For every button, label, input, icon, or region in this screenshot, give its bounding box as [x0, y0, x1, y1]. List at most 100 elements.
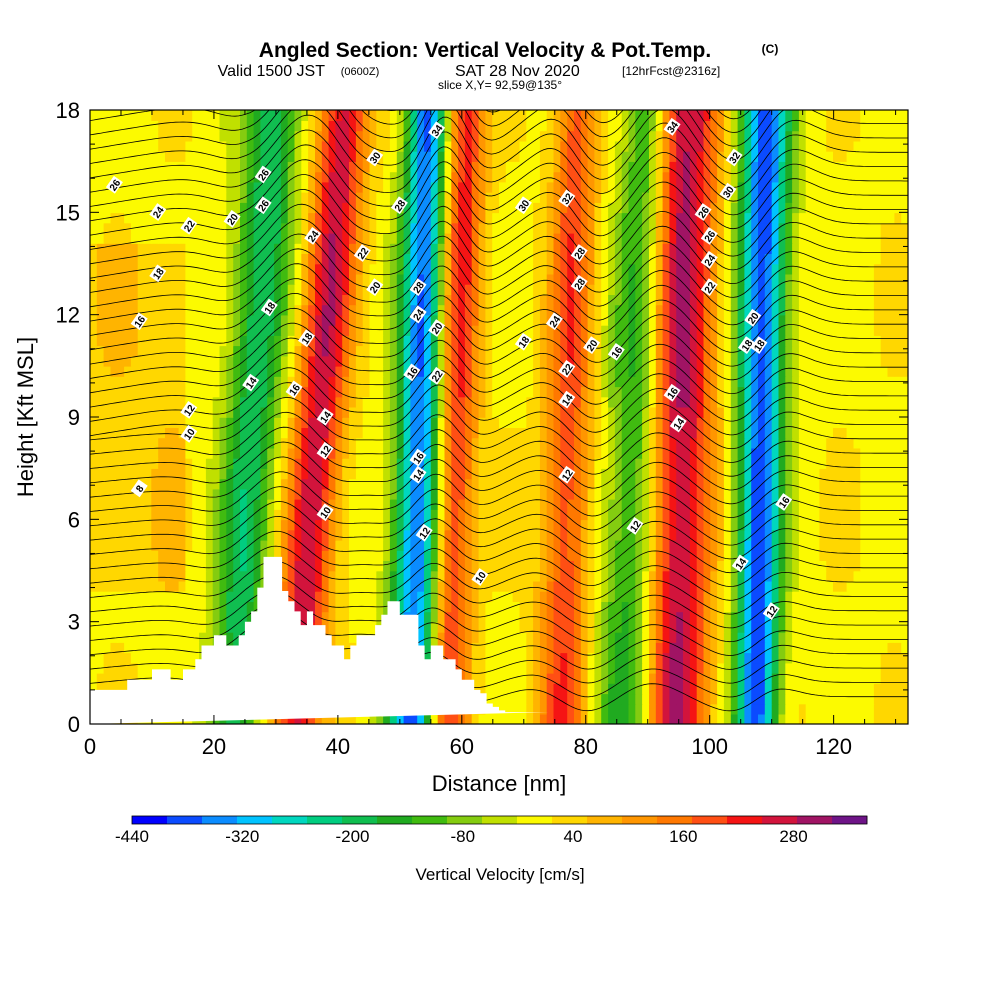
velocity-cell [512, 631, 521, 643]
velocity-cell [274, 417, 282, 428]
velocity-cell [655, 693, 664, 705]
velocity-cell [533, 601, 541, 613]
velocity-cell [389, 498, 398, 510]
velocity-cell [608, 652, 616, 664]
velocity-cell [130, 539, 139, 551]
velocity-cell [376, 324, 384, 336]
velocity-cell [621, 406, 630, 418]
velocity-cell [315, 355, 323, 367]
velocity-cell [444, 406, 453, 418]
velocity-cell [103, 498, 112, 510]
velocity-cell [621, 437, 630, 449]
velocity-cell [737, 672, 746, 684]
velocity-cell [683, 570, 691, 582]
velocity-cell [908, 386, 916, 397]
velocity-cell [601, 631, 609, 643]
velocity-cell [308, 509, 316, 521]
velocity-cell [90, 642, 98, 654]
velocity-cell [103, 314, 112, 326]
velocity-cell [212, 314, 221, 326]
velocity-cell [539, 672, 548, 684]
velocity-cell [199, 427, 207, 439]
velocity-cell [342, 713, 350, 724]
velocity-cell [178, 386, 187, 398]
velocity-cell [464, 560, 473, 572]
velocity-cell [396, 386, 405, 398]
velocity-cell [778, 591, 787, 602]
velocity-cell [505, 457, 514, 469]
velocity-cell [533, 621, 541, 633]
velocity-cell [867, 468, 875, 480]
velocity-cell [417, 631, 425, 643]
velocity-cell [471, 631, 480, 643]
velocity-cell [703, 550, 712, 561]
velocity-cell [853, 631, 862, 643]
velocity-cell [798, 693, 807, 705]
velocity-cell [315, 560, 323, 572]
velocity-cell [662, 417, 671, 428]
velocity-cell [798, 335, 807, 347]
velocity-cell [512, 550, 521, 561]
velocity-cell [655, 621, 664, 633]
velocity-cell [642, 703, 650, 715]
velocity-cell [178, 652, 187, 664]
velocity-cell [608, 335, 616, 347]
velocity-cell [124, 447, 132, 459]
velocity-cell [873, 478, 882, 490]
velocity-cell [539, 560, 548, 572]
velocity-cell [505, 304, 514, 316]
velocity-cell [246, 324, 255, 336]
velocity-cell [512, 652, 521, 664]
velocity-cell [124, 611, 132, 623]
velocity-cell [383, 468, 391, 480]
velocity-cell [328, 580, 337, 592]
velocity-cell [192, 457, 200, 469]
velocity-cell [894, 631, 902, 643]
velocity-cell [628, 529, 637, 541]
velocity-cell [437, 580, 446, 592]
velocity-cell [880, 365, 889, 377]
velocity-cell [737, 591, 746, 602]
velocity-cell [389, 437, 398, 449]
velocity-cell [737, 693, 746, 705]
velocity-cell [96, 406, 105, 418]
velocity-cell [676, 457, 684, 469]
velocity-cell [553, 478, 562, 490]
velocity-cell [608, 631, 616, 643]
velocity-cell [792, 478, 800, 490]
velocity-cell [785, 314, 793, 326]
velocity-cell [253, 498, 262, 510]
velocity-cell [124, 539, 132, 551]
velocity-cell [437, 601, 446, 613]
velocity-cell [778, 683, 787, 695]
velocity-cell [478, 642, 487, 654]
velocity-cell [901, 417, 908, 428]
velocity-cell [873, 611, 882, 623]
velocity-cell [192, 488, 200, 500]
velocity-cell [737, 457, 746, 469]
velocity-cell [294, 376, 303, 388]
velocity-cell [308, 376, 316, 388]
velocity-cell [205, 406, 214, 418]
velocity-cell [669, 304, 677, 316]
velocity-cell [553, 591, 562, 602]
velocity-cell [396, 345, 405, 357]
velocity-cell [819, 652, 827, 664]
velocity-cell [819, 631, 827, 643]
velocity-cell [574, 693, 582, 705]
velocity-cell [499, 386, 507, 398]
velocity-cell [212, 335, 221, 347]
velocity-cell [212, 386, 221, 398]
velocity-cell [839, 314, 848, 326]
velocity-cell [205, 529, 214, 541]
velocity-cell [717, 488, 725, 500]
velocity-cell [676, 437, 684, 449]
velocity-cell [117, 570, 125, 582]
velocity-cell [778, 417, 787, 428]
velocity-cell [301, 406, 309, 418]
velocity-cell [792, 437, 800, 449]
velocity-cell [880, 621, 889, 633]
velocity-cell [96, 386, 105, 398]
velocity-cell [744, 611, 752, 623]
velocity-cell [369, 509, 378, 521]
